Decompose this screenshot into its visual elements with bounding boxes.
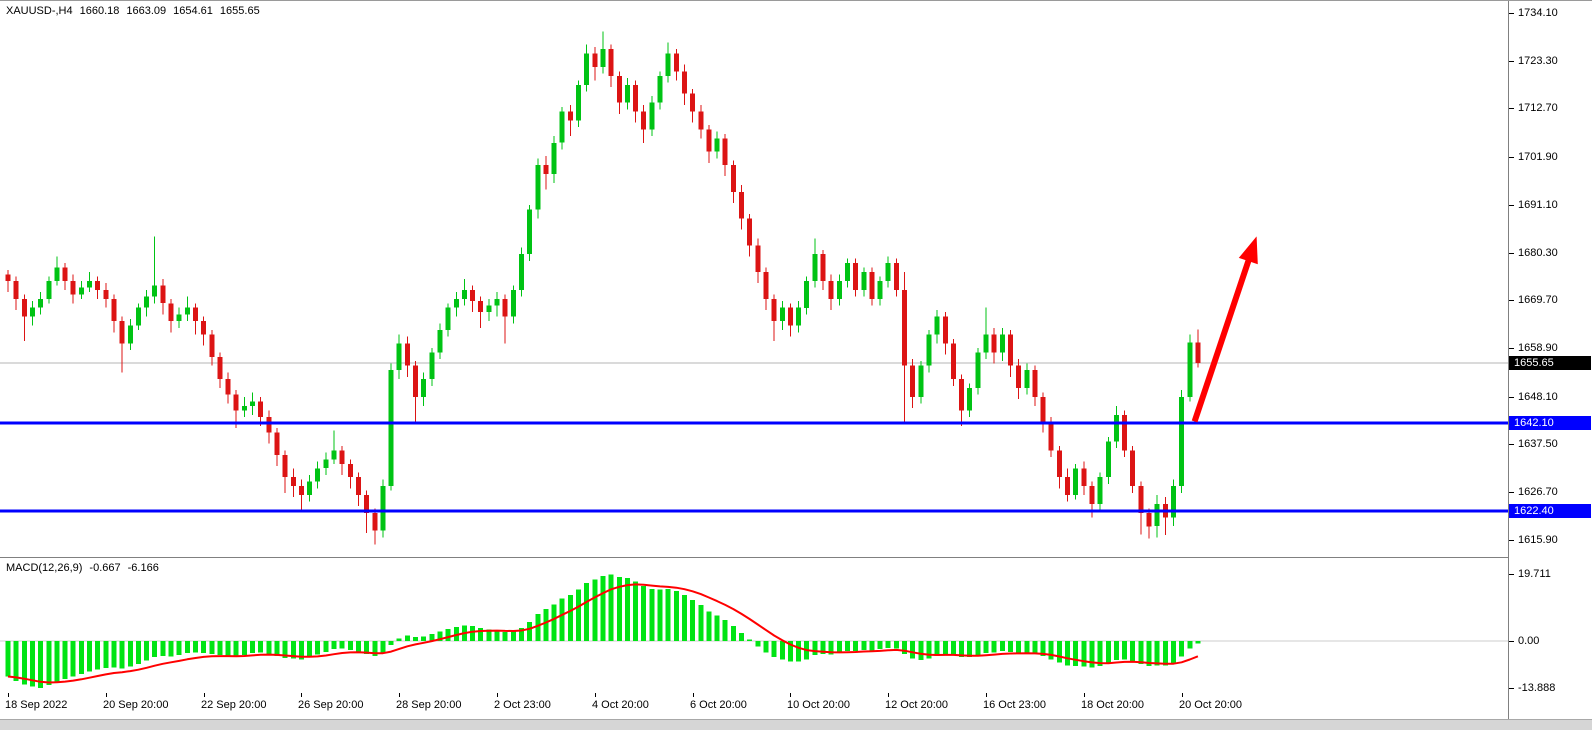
ohlc-close: 1655.65	[219, 5, 260, 17]
time-tick-label: 10 Oct 20:00	[787, 699, 850, 711]
price-axis-tick-mark	[1509, 204, 1514, 206]
time-axis-tick-mark	[790, 693, 791, 697]
price-tick-label: 1734.10	[1518, 7, 1558, 19]
price-tick-label: 1615.90	[1518, 534, 1558, 547]
pane-separator[interactable]	[0, 557, 1592, 558]
level-price-badge: 1622.40	[1509, 504, 1591, 518]
bottom-strip	[0, 719, 1592, 730]
level-price-badge: 1642.10	[1509, 416, 1591, 430]
trend-arrow[interactable]	[1191, 236, 1258, 423]
price-axis-tick-mark	[1509, 61, 1514, 63]
time-tick-label: 4 Oct 20:00	[592, 699, 649, 711]
time-tick-label: 16 Oct 23:00	[983, 699, 1046, 711]
time-axis-tick-mark	[1084, 693, 1085, 697]
time-tick-label: 26 Sep 20:00	[298, 699, 364, 711]
time-axis-tick-mark	[595, 693, 596, 697]
time-axis-tick-mark	[497, 693, 498, 697]
macd-signal-value: -6.166	[127, 562, 159, 574]
time-axis-tick-mark	[204, 693, 205, 697]
time-axis-tick-mark	[8, 693, 9, 697]
time-axis-tick-mark	[301, 693, 302, 697]
macd-histogram	[5, 574, 1201, 688]
time-axis-tick-mark	[888, 693, 889, 697]
price-tick-label: 1658.90	[1518, 342, 1558, 355]
price-tick-label: 1637.50	[1518, 437, 1558, 450]
ohlc-open: 1660.18	[79, 5, 120, 17]
price-axis-tick-mark	[1509, 348, 1514, 350]
macd-title: MACD(12,26,9)	[6, 562, 83, 574]
price-tick-label: 1701.90	[1518, 150, 1558, 163]
price-axis-tick-mark	[1509, 300, 1514, 302]
ohlc-low: 1654.61	[173, 5, 213, 17]
time-axis[interactable]: 18 Sep 2022 20 Sep 20:00 22 Sep 20:00 26 Se…	[0, 693, 1508, 719]
time-axis-tick-mark	[986, 693, 987, 697]
macd-axis-tick-mark	[1509, 687, 1514, 689]
time-axis-tick-mark	[106, 693, 107, 697]
price-axis-tick-mark	[1509, 13, 1514, 14]
macd-tick-label: 19.711	[1518, 568, 1551, 581]
time-axis-tick-mark	[693, 693, 694, 697]
price-axis-tick-mark	[1509, 491, 1514, 493]
time-axis-tick-mark	[1182, 693, 1183, 697]
time-tick-label: 20 Sep 20:00	[103, 699, 169, 711]
price-tick-label: 1723.30	[1518, 55, 1558, 68]
price-axis-tick-mark	[1509, 540, 1514, 542]
price-tick-label: 1680.30	[1518, 246, 1558, 259]
macd-value: -0.667	[89, 562, 121, 574]
time-tick-label: 2 Oct 23:00	[494, 699, 551, 711]
macd-tick-label: 0.00	[1518, 635, 1540, 647]
time-tick-label: 6 Oct 20:00	[690, 699, 747, 711]
ohlc-high: 1663.09	[126, 5, 167, 17]
macd-axis-tick-mark	[1509, 574, 1514, 576]
price-axis[interactable]: 1734.10 1723.30 1712.70 1701.90 1691.10 1680.…	[1508, 1, 1592, 719]
symbol-timeframe-label: XAUUSD-,H4	[6, 5, 73, 17]
macd-indicator-plot[interactable]	[0, 558, 1508, 693]
time-tick-label: 18 Sep 2022	[5, 699, 68, 711]
time-tick-label: 18 Oct 20:00	[1081, 699, 1144, 711]
price-tick-label: 1712.70	[1518, 102, 1558, 115]
price-chart-plot[interactable]	[0, 1, 1508, 557]
price-axis-tick-mark	[1509, 156, 1514, 158]
price-axis-tick-mark	[1509, 396, 1514, 398]
macd-signal-line	[7, 583, 1199, 684]
price-tick-label: 1626.70	[1518, 485, 1558, 498]
price-axis-tick-mark	[1509, 443, 1514, 445]
price-tick-label: 1648.10	[1518, 390, 1558, 403]
chart-title: XAUUSD-,H4 1660.18 1663.09 1654.61 1655.65	[6, 5, 267, 17]
macd-axis-tick-mark	[1509, 641, 1514, 642]
time-tick-label: 22 Sep 20:00	[201, 699, 267, 711]
macd-tick-label: -13.888	[1518, 681, 1556, 694]
price-tick-label: 1669.70	[1518, 294, 1558, 307]
time-tick-label: 20 Oct 20:00	[1179, 699, 1242, 711]
time-axis-tick-mark	[399, 693, 400, 697]
time-tick-label: 12 Oct 20:00	[885, 699, 948, 711]
macd-label: MACD(12,26,9) -0.667 -6.166	[6, 562, 166, 574]
price-axis-tick-mark	[1509, 108, 1514, 110]
candles	[5, 31, 1201, 545]
price-axis-tick-mark	[1509, 252, 1514, 254]
price-tick-label: 1691.10	[1518, 198, 1558, 211]
time-tick-label: 28 Sep 20:00	[396, 699, 462, 711]
current-price-badge: 1655.65	[1509, 356, 1591, 370]
